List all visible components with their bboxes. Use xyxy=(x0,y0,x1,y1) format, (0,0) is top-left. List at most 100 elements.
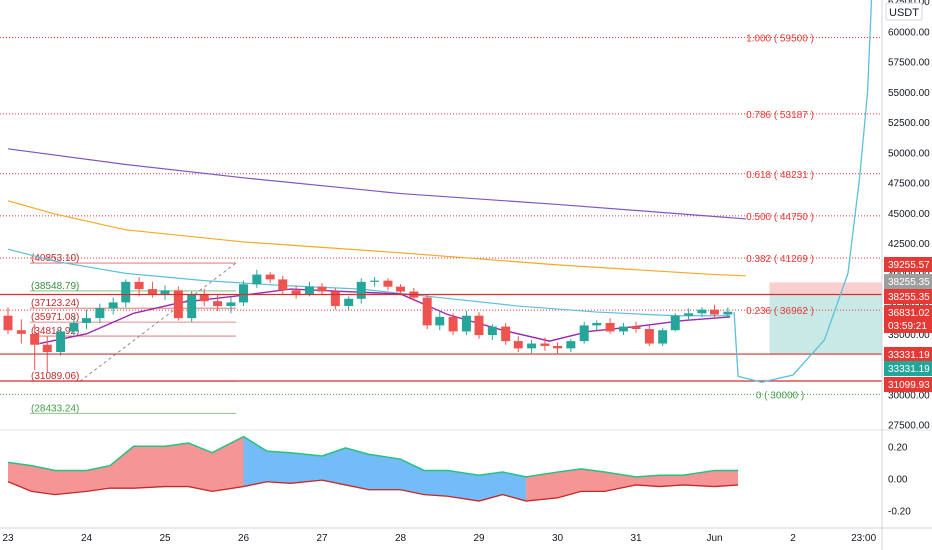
candle-body[interactable] xyxy=(121,281,131,303)
candle[interactable] xyxy=(474,312,484,339)
candle[interactable] xyxy=(592,320,602,331)
candle[interactable] xyxy=(448,313,458,336)
candle-body[interactable] xyxy=(291,290,301,294)
candle-body[interactable] xyxy=(487,326,497,336)
candle-body[interactable] xyxy=(330,291,340,307)
candle[interactable] xyxy=(383,278,393,291)
candle[interactable] xyxy=(684,308,694,320)
currency-badge[interactable]: USDT xyxy=(885,2,923,21)
candle-body[interactable] xyxy=(658,330,668,344)
candle-body[interactable] xyxy=(160,290,170,294)
candle[interactable] xyxy=(173,286,183,321)
candle-body[interactable] xyxy=(187,293,197,319)
candle-body[interactable] xyxy=(670,315,680,331)
candle[interactable] xyxy=(658,327,668,346)
candle-body[interactable] xyxy=(173,290,183,319)
candle-body[interactable] xyxy=(69,322,79,332)
candle-body[interactable] xyxy=(265,274,275,280)
candle-body[interactable] xyxy=(278,279,288,291)
candle[interactable] xyxy=(252,269,262,288)
candle-body[interactable] xyxy=(566,341,576,349)
candle-body[interactable] xyxy=(344,298,354,307)
candle-body[interactable] xyxy=(317,286,327,292)
candle-body[interactable] xyxy=(527,343,537,349)
candle[interactable] xyxy=(396,284,405,296)
candle-body[interactable] xyxy=(605,322,615,332)
candle-body[interactable] xyxy=(396,286,405,292)
candle[interactable] xyxy=(213,293,223,311)
candle-body[interactable] xyxy=(213,301,223,307)
candle-body[interactable] xyxy=(82,318,91,323)
candle-body[interactable] xyxy=(540,343,550,346)
candle[interactable] xyxy=(239,280,248,307)
candle[interactable] xyxy=(697,307,707,317)
candle-body[interactable] xyxy=(684,313,694,316)
candle-body[interactable] xyxy=(304,286,314,294)
candlesticks[interactable] xyxy=(3,269,733,373)
candle[interactable] xyxy=(370,277,380,287)
candle[interactable] xyxy=(435,310,445,331)
candle[interactable] xyxy=(291,285,301,299)
candle[interactable] xyxy=(108,297,118,315)
candle[interactable] xyxy=(82,309,91,330)
candle-body[interactable] xyxy=(3,315,13,331)
candle[interactable] xyxy=(605,318,615,334)
candle-body[interactable] xyxy=(147,289,157,294)
candle[interactable] xyxy=(187,291,197,322)
candle-body[interactable] xyxy=(239,284,248,303)
candle[interactable] xyxy=(278,275,288,294)
candle[interactable] xyxy=(553,342,562,354)
candle[interactable] xyxy=(16,319,26,344)
candle-body[interactable] xyxy=(631,326,641,330)
candle-body[interactable] xyxy=(226,302,236,307)
candle[interactable] xyxy=(265,272,275,284)
candle-body[interactable] xyxy=(513,341,523,349)
candle-body[interactable] xyxy=(95,308,105,319)
candle[interactable] xyxy=(487,324,497,340)
candle-body[interactable] xyxy=(16,330,26,334)
candle-body[interactable] xyxy=(618,326,628,332)
candle-body[interactable] xyxy=(356,281,366,299)
candle-body[interactable] xyxy=(435,316,445,326)
candle[interactable] xyxy=(226,297,236,314)
candle[interactable] xyxy=(69,315,79,336)
candle-body[interactable] xyxy=(252,274,262,285)
candle-body[interactable] xyxy=(448,316,458,332)
candle[interactable] xyxy=(501,322,511,345)
candle-body[interactable] xyxy=(579,325,589,342)
candle-body[interactable] xyxy=(474,315,484,336)
candle[interactable] xyxy=(527,339,537,354)
candle[interactable] xyxy=(723,307,733,319)
candle-body[interactable] xyxy=(644,329,654,344)
candle[interactable] xyxy=(344,296,354,310)
candle-body[interactable] xyxy=(108,302,118,309)
candle[interactable] xyxy=(134,277,144,297)
candle-body[interactable] xyxy=(501,326,511,342)
candle[interactable] xyxy=(461,310,471,336)
candle[interactable] xyxy=(670,313,680,332)
candle[interactable] xyxy=(30,324,40,371)
candle[interactable] xyxy=(330,287,340,310)
candle[interactable] xyxy=(422,293,432,330)
candle[interactable] xyxy=(579,321,589,344)
candle[interactable] xyxy=(644,325,654,346)
candle[interactable] xyxy=(710,304,719,319)
candle[interactable] xyxy=(566,338,576,353)
candle[interactable] xyxy=(160,285,170,300)
candle[interactable] xyxy=(56,326,66,356)
candle-body[interactable] xyxy=(30,333,40,345)
candle-body[interactable] xyxy=(461,315,471,332)
horizontal-lines[interactable] xyxy=(0,293,882,382)
candle-body[interactable] xyxy=(697,309,707,314)
candle[interactable] xyxy=(356,278,366,304)
candle-body[interactable] xyxy=(56,331,66,353)
candle-body[interactable] xyxy=(383,280,393,287)
candle-body[interactable] xyxy=(710,309,719,315)
candle-body[interactable] xyxy=(422,297,432,326)
candle[interactable] xyxy=(513,336,523,353)
candle[interactable] xyxy=(618,322,628,336)
candle-body[interactable] xyxy=(723,311,733,315)
candle[interactable] xyxy=(317,283,327,296)
candle[interactable] xyxy=(121,279,131,308)
